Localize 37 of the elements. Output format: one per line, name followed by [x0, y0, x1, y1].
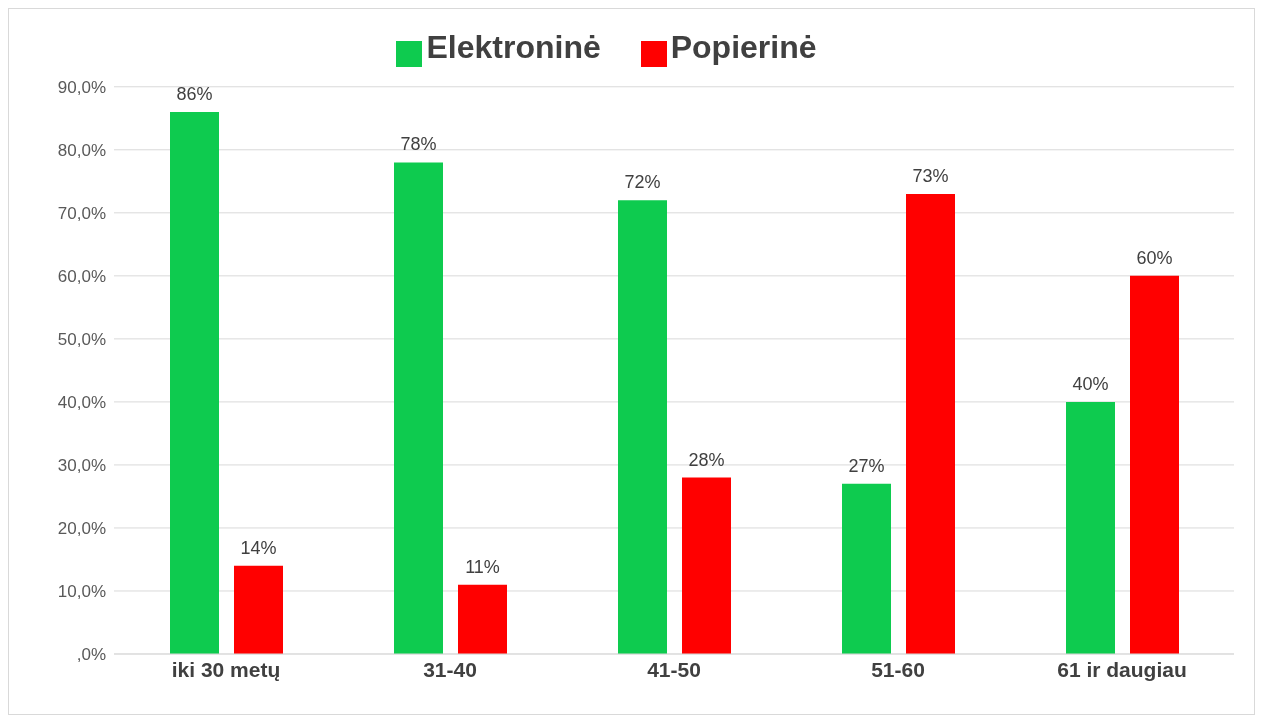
bar	[1130, 275, 1179, 654]
data-label: 60%	[1136, 247, 1173, 268]
y-tick-label: 90,0%	[57, 77, 106, 97]
data-label: 86%	[176, 83, 213, 104]
bar	[170, 111, 219, 654]
legend-label: Popierinė	[670, 29, 817, 65]
bar	[234, 565, 283, 654]
x-tick-label: 41-50	[647, 657, 701, 681]
y-tick-label: 50,0%	[57, 329, 106, 349]
data-label: 72%	[624, 172, 661, 193]
y-tick-label: 10,0%	[57, 582, 106, 602]
bar	[394, 162, 443, 654]
bar	[1066, 401, 1115, 654]
y-tick-label: 20,0%	[57, 518, 106, 538]
x-tick-label: 51-60	[871, 657, 925, 681]
data-label: 40%	[1072, 373, 1109, 394]
legend-label: Elektroninė	[426, 29, 601, 65]
bar	[682, 477, 731, 654]
x-tick-label: iki 30 metų	[171, 657, 281, 681]
y-tick-label: 60,0%	[57, 266, 106, 286]
data-label: 27%	[848, 455, 885, 476]
data-label: 73%	[912, 165, 949, 186]
bar	[842, 483, 891, 654]
y-tick-label: ,0%	[76, 645, 106, 665]
bar	[906, 193, 955, 654]
bar	[458, 584, 507, 654]
data-label: 11%	[465, 556, 500, 577]
y-tick-label: 30,0%	[57, 455, 106, 475]
x-tick-label: 31-40	[423, 657, 477, 681]
y-tick-label: 80,0%	[57, 140, 106, 160]
data-label: 14%	[240, 537, 277, 558]
y-tick-label: 70,0%	[57, 203, 106, 223]
y-tick-label: 40,0%	[57, 392, 106, 412]
bar	[618, 200, 667, 654]
x-tick-label: 61 ir daugiau	[1057, 657, 1187, 681]
data-label: 78%	[400, 134, 437, 155]
data-label: 28%	[688, 449, 725, 470]
